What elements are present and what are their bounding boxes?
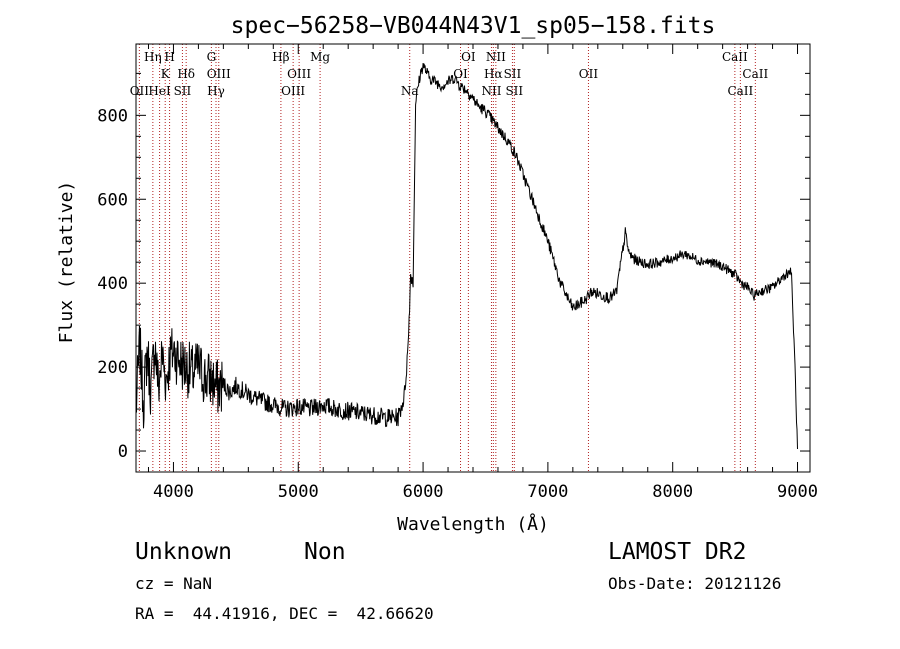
spectral-line-label: OIII [281,84,305,98]
spectral-line-label: NII [486,50,506,64]
spectral-line-label: Hη [144,50,162,64]
spectral-line-label: NII [481,84,501,98]
spectral-line-label: Hγ [207,84,225,98]
spectrum-line [135,62,798,450]
chart-title: spec−56258−VB044N43V1_sp05−158.fits [231,13,716,39]
spectral-line-label: Mg [310,50,330,64]
redshift-value: cz = NaN [135,574,213,593]
coordinates: RA = 44.41916, DEC = 42.66620 [135,604,434,623]
spectral-line-label: OI [453,67,468,81]
y-tick-label: 400 [97,274,128,294]
x-tick-label: 8000 [652,482,693,502]
spectral-line-label: OII [579,67,599,81]
x-tick-label: 4000 [153,482,194,502]
x-tick-label: 7000 [527,482,568,502]
spectral-line-label: Na [401,84,419,98]
x-tick-label: 6000 [403,482,444,502]
spectral-line-label: G [207,50,217,64]
survey-name: LAMOST DR2 [608,539,747,565]
spectral-line-label: SII [505,84,523,98]
spectral-line-label: Hβ [272,50,289,64]
y-axis-label: Flux (relative) [56,181,77,344]
spectral-line-label: Hα [484,67,503,81]
spectral-line-label: CaII [722,50,748,64]
spectral-line-label: SII [174,84,192,98]
x-axis: 4000 5000 6000 7000 8000 9000 [147,44,818,502]
plot-frame [135,43,811,473]
x-tick-label: 5000 [278,482,319,502]
y-tick-label: 0 [118,442,128,462]
y-tick-label: 200 [97,358,128,378]
spectral-line-label: OI [461,50,476,64]
spectral-line-label: OIII [207,67,231,81]
y-axis: 0 200 400 600 800 [97,72,810,462]
x-tick-label: 9000 [777,482,818,502]
spectral-line-label: HeI [148,84,171,98]
x-axis-label: Wavelength (Å) [397,513,549,535]
spectral-line-label: H [164,50,174,64]
spectral-line-markers [138,44,756,472]
spectral-line-label: K [161,67,171,81]
object-subclass: Non [304,539,346,565]
spectral-line-label: CaII [727,84,753,98]
spectral-line-labels: OII Hη HeI KH SII Hδ G Hγ OIII Hβ OIII OIII Mg Na OI OI… [130,50,769,98]
y-tick-label: 800 [97,106,128,126]
spectral-line-label: OIII [287,67,311,81]
observation-date: Obs-Date: 20121126 [608,574,782,593]
spectral-line-label: CaII [742,67,768,81]
object-class: Unknown [135,539,232,565]
spectral-line-label: SII [504,67,522,81]
spectral-line-label: OII [130,84,150,98]
y-tick-label: 600 [97,190,128,210]
spectral-line-label: Hδ [177,67,195,81]
